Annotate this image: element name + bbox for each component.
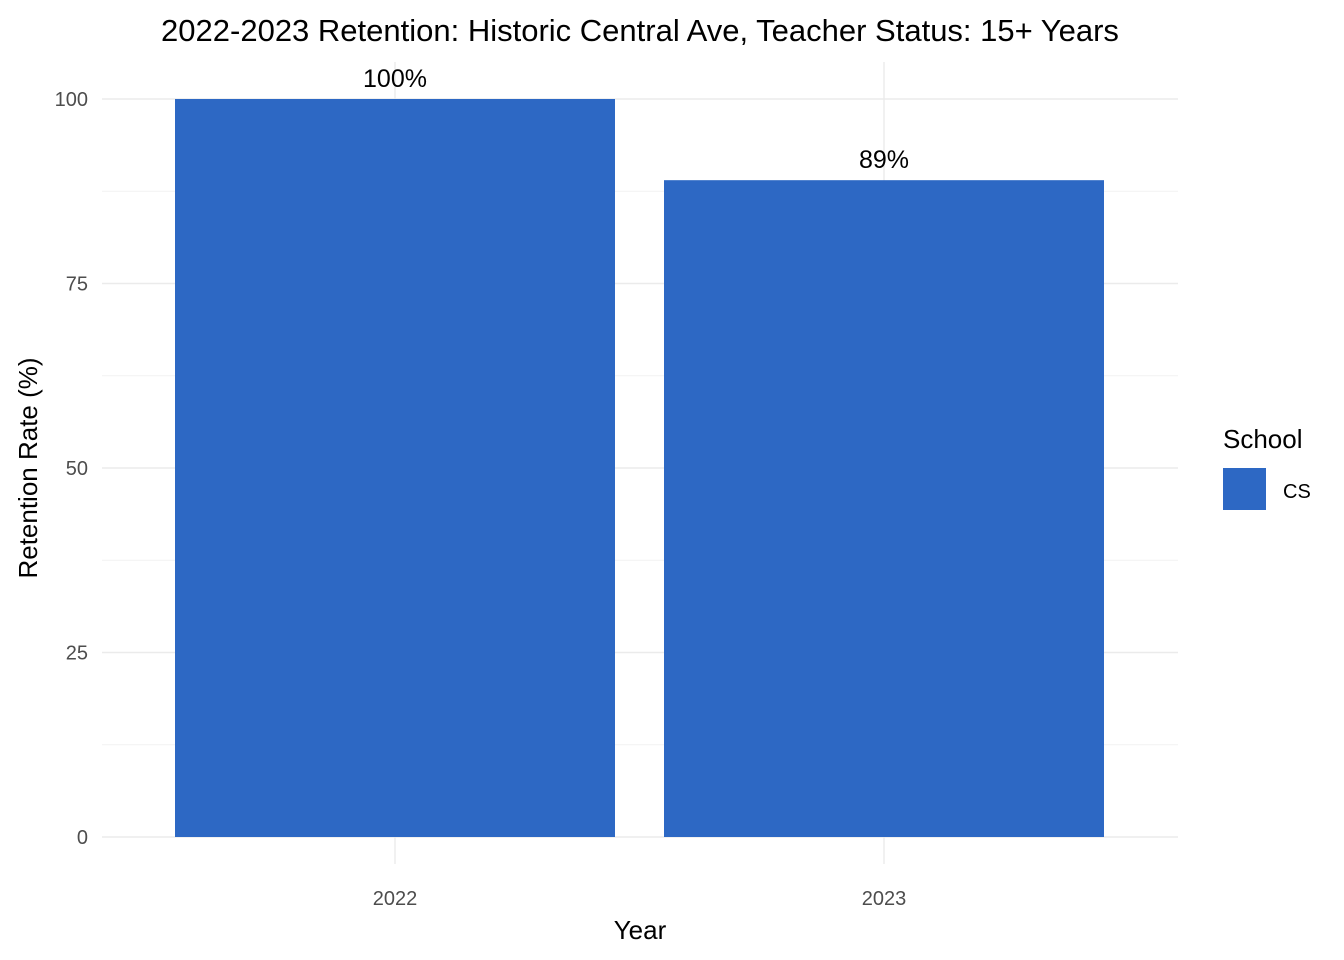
y-tick-label: 25 (66, 643, 88, 665)
legend-label-cs: CS (1283, 481, 1311, 503)
bars (175, 99, 1104, 837)
x-tick-label: 2023 (862, 888, 907, 910)
data-labels: 100% 89% (363, 65, 909, 174)
legend-swatch-cs (1223, 468, 1266, 510)
x-axis-ticks: 2022 2023 (373, 888, 907, 910)
x-tick-label: 2022 (373, 888, 418, 910)
y-tick-label: 50 (66, 458, 88, 480)
y-tick-label: 0 (77, 827, 88, 849)
chart-title: 2022-2023 Retention: Historic Central Av… (161, 13, 1119, 48)
data-label-2023: 89% (859, 146, 909, 174)
bar-2023 (664, 180, 1104, 837)
x-axis-title: Year (614, 915, 667, 945)
y-axis-ticks: 0 25 50 75 100 (55, 89, 88, 849)
y-axis-title: Retention Rate (%) (13, 357, 43, 578)
y-tick-label: 100 (55, 89, 88, 111)
y-tick-label: 75 (66, 274, 88, 296)
legend: School CS (1223, 424, 1311, 510)
bar-2022 (175, 99, 615, 837)
legend-title: School (1223, 424, 1303, 454)
data-label-2022: 100% (363, 65, 427, 93)
